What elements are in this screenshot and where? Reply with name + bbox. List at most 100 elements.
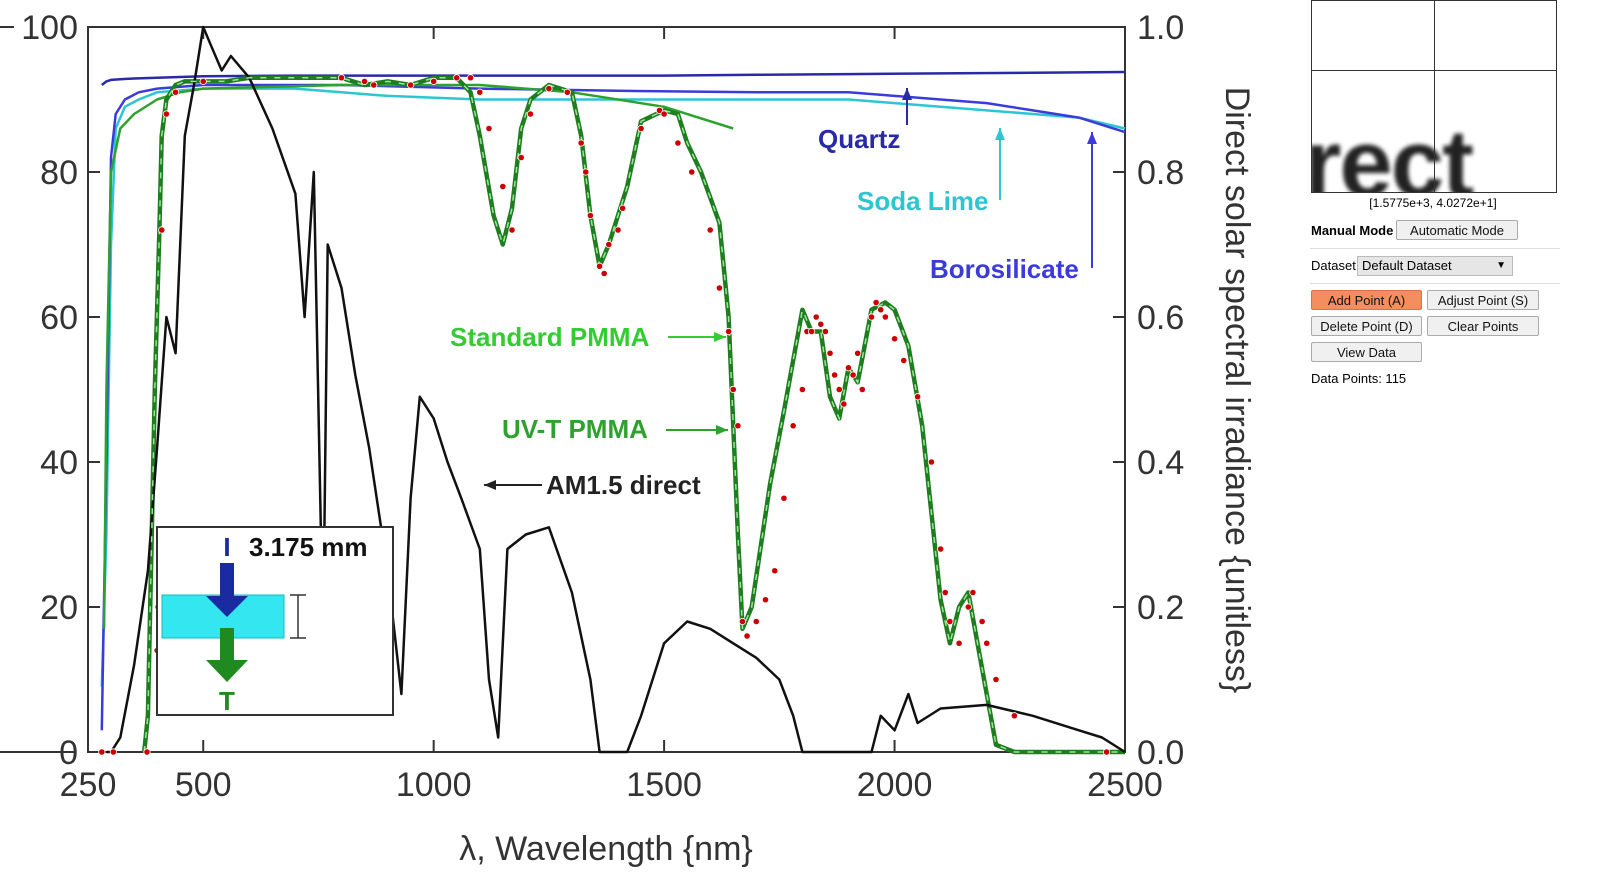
digitized-point: [199, 77, 207, 85]
digitized-point: [143, 748, 151, 756]
y-right-tick-label: 1.0: [1137, 9, 1184, 47]
y-left-tick-label: 40: [40, 444, 78, 482]
y-right-tick-label: 0.2: [1137, 589, 1184, 627]
inset-incident-label: I: [223, 532, 230, 562]
digitized-point: [476, 88, 484, 96]
digitized-point: [563, 88, 571, 96]
transmitted-arrow-icon: [206, 660, 248, 682]
digitized-point: [577, 139, 585, 147]
annotation-arrowhead: [714, 332, 726, 342]
cursor-coordinates: [1.5775e+3, 4.0272e+1]: [1369, 196, 1497, 210]
digitized-point: [453, 74, 461, 82]
divider: [1310, 248, 1560, 249]
digitized-point: [729, 385, 737, 394]
y-right-tick-label: 0.0: [1137, 734, 1184, 772]
digitized-point: [545, 85, 553, 93]
digitized-point: [771, 567, 779, 575]
view-data-button[interactable]: View Data: [1311, 342, 1422, 362]
digitized-point: [370, 81, 378, 89]
annotation-arrowhead: [1087, 132, 1097, 144]
series-line-am1-5-direct: [106, 25, 1126, 754]
series-line-borosilicate: [100, 83, 1126, 731]
annotation-arrowhead: [902, 88, 912, 100]
digitized-point: [660, 110, 668, 118]
digitized-point: [738, 617, 747, 626]
digitized-point: [821, 327, 830, 336]
side-panel: rect [1.5775e+3, 4.0272e+1] Manual Mode …: [1310, 0, 1607, 885]
series-line-standard-pmma-highlight: [143, 77, 1125, 753]
digitized-point: [780, 494, 788, 502]
inset-transmitted-label: T: [219, 686, 235, 716]
x-tick-label: 500: [175, 766, 232, 804]
y-right-tick-label: 0.4: [1137, 444, 1184, 482]
y-left-tick-label: 60: [40, 299, 78, 337]
adjust-point-button[interactable]: Adjust Point (S): [1427, 290, 1539, 310]
digitized-point: [881, 313, 889, 321]
digitized-point: [946, 617, 954, 626]
digitized-point: [499, 182, 507, 191]
digitized-point: [831, 371, 839, 379]
add-point-button[interactable]: Add Point (A): [1311, 290, 1422, 310]
digitized-point: [978, 617, 986, 626]
digitized-point: [360, 77, 369, 85]
digitized-point: [98, 748, 106, 756]
digitized-point: [485, 124, 493, 133]
inset-transmitted-arrow-shaft: [220, 628, 234, 662]
digitized-point: [162, 110, 170, 118]
digitized-point: [969, 588, 977, 597]
x-tick-label: 2000: [857, 766, 933, 804]
zoom-magnifier: rect: [1311, 0, 1557, 193]
digitized-point: [752, 617, 760, 626]
digitized-point: [688, 168, 696, 176]
digitized-point: [872, 298, 880, 307]
automatic-mode-button[interactable]: Automatic Mode: [1396, 220, 1518, 240]
zoom-crosshair-horizontal: [1312, 70, 1556, 71]
digitized-point: [858, 385, 866, 394]
digitized-point: [807, 327, 816, 336]
digitized-point: [913, 393, 922, 401]
digitized-point: [614, 226, 622, 234]
series-line-quartz: [101, 70, 1126, 86]
digitized-point: [1010, 712, 1018, 720]
digitized-point: [171, 88, 180, 96]
digitized-point: [992, 675, 1000, 684]
digitized-point: [582, 168, 590, 176]
x-tick-label: 2500: [1087, 766, 1163, 804]
x-tick-label: 250: [60, 766, 117, 804]
y-left-tick-label: 100: [21, 9, 78, 47]
clear-points-button[interactable]: Clear Points: [1427, 316, 1539, 336]
chart-svg[interactable]: 250 500 1000 1500 2000 25000204060801000.00.2…: [0, 0, 1300, 885]
digitized-point: [158, 226, 166, 234]
digitized-point: [1102, 748, 1111, 756]
dataset-select[interactable]: Default Dataset ▼: [1357, 256, 1513, 276]
dataset-label: Dataset: [1311, 258, 1356, 273]
y-right-tick-label: 0.8: [1137, 154, 1184, 192]
digitized-point: [964, 603, 972, 611]
digitized-point: [674, 139, 682, 147]
digitized-point: [605, 240, 613, 249]
y-left-tick-label: 80: [40, 154, 78, 192]
digitized-point: [761, 596, 770, 604]
digitized-point: [817, 320, 825, 328]
digitized-point: [430, 77, 438, 85]
x-axis-title: λ, Wavelength {nm}: [459, 830, 753, 868]
digitized-point: [600, 269, 608, 278]
chart-canvas[interactable]: 250 500 1000 1500 2000 2500 0 20 40 60 80 100 0.0 0.2…: [0, 0, 1300, 885]
annotation-arrowhead: [484, 480, 496, 490]
incident-arrow-icon: [206, 596, 248, 617]
y-right-tick-label: 0.6: [1137, 299, 1184, 337]
digitized-point: [517, 153, 525, 162]
manual-mode-label: Manual Mode: [1311, 223, 1394, 238]
digitized-point: [508, 226, 516, 234]
annotation-borosilicate: Borosilicate: [930, 254, 1079, 284]
digitized-point: [725, 327, 733, 336]
digitized-point: [586, 211, 594, 220]
digitized-point: [867, 313, 876, 321]
y-left-tick-label: 20: [40, 589, 78, 627]
digitized-point: [955, 639, 963, 647]
dataset-selected-value: Default Dataset: [1362, 258, 1452, 273]
annotation-arrowhead: [995, 128, 1005, 140]
annotation-am1-5-direct: AM1.5 direct: [546, 470, 701, 500]
digitized-point: [619, 204, 627, 212]
delete-point-button[interactable]: Delete Point (D): [1311, 316, 1422, 336]
